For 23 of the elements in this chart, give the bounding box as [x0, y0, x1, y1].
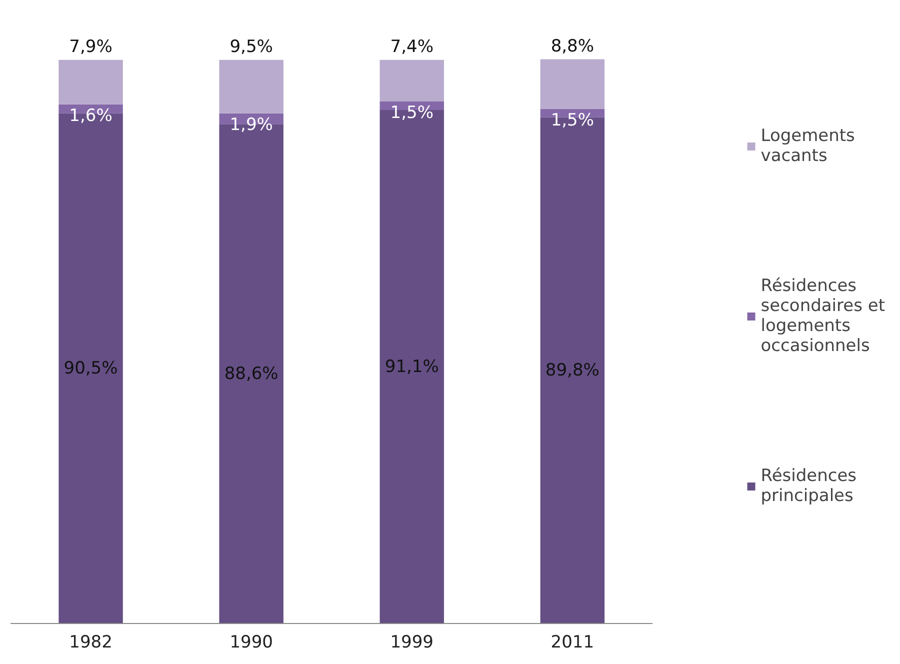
data-label: 88,6% [224, 364, 278, 384]
legend-label: Résidences principales [760, 466, 857, 506]
data-label: 91,1% [384, 356, 439, 377]
x-tick-label: 1990 [230, 632, 273, 652]
bar [540, 59, 605, 109]
data-label: 7,4% [390, 37, 434, 58]
data-label: 89,8% [545, 360, 600, 380]
x-tick-label: 1999 [390, 632, 434, 652]
x-tick-label: 2011 [550, 632, 594, 652]
data-label: 8,8% [550, 36, 594, 56]
data-label: 7,9% [69, 37, 112, 58]
bar [380, 60, 444, 102]
bar [58, 60, 123, 104]
data-label: 1,5% [550, 110, 594, 131]
data-label: 9,5% [230, 37, 273, 58]
data-label: 90,5% [64, 358, 118, 378]
legend-label: Résidences secondaires et logements occasionnels [760, 276, 885, 356]
legend-label: Logements vacants [760, 126, 855, 166]
bar [219, 60, 284, 114]
data-label: 1,5% [390, 103, 434, 124]
data-label: 1,9% [230, 115, 273, 136]
data-label: 1,6% [69, 106, 112, 126]
x-tick-label: 1982 [69, 632, 112, 652]
